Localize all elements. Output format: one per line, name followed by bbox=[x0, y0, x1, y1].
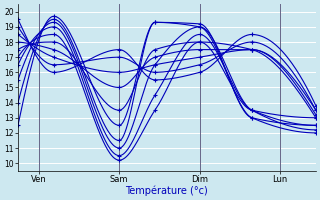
X-axis label: Température (°c): Température (°c) bbox=[125, 185, 208, 196]
